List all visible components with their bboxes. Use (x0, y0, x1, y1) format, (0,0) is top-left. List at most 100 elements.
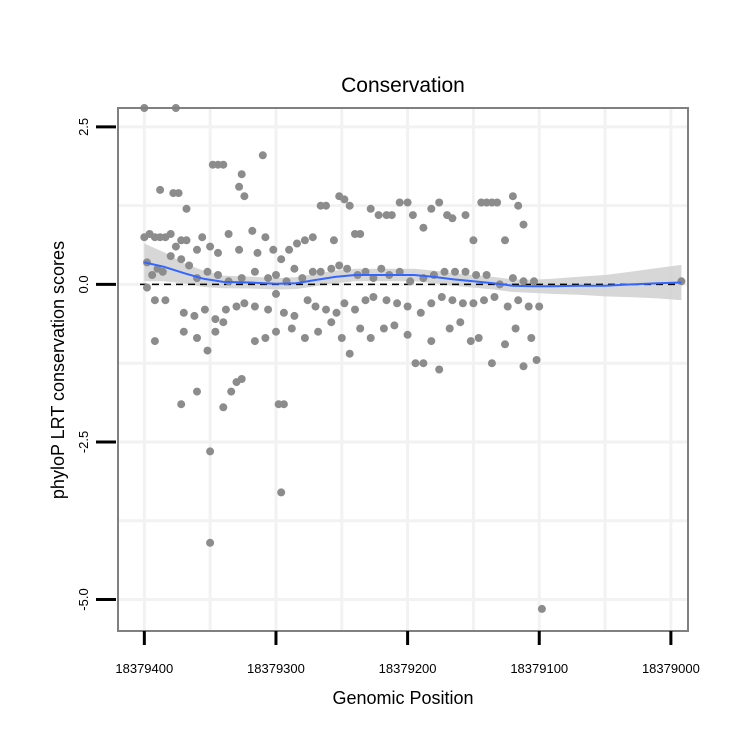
data-point (214, 248, 222, 257)
data-point (182, 204, 191, 213)
data-point (511, 324, 520, 333)
data-point (161, 296, 170, 305)
data-point (290, 264, 299, 273)
x-tick-label: 18379100 (510, 661, 568, 676)
plot-panel (117, 107, 689, 632)
data-point (387, 211, 396, 220)
data-point (419, 359, 428, 368)
data-point (227, 387, 236, 396)
data-point (340, 195, 349, 204)
data-point (677, 277, 686, 286)
data-point (308, 233, 317, 242)
data-point (448, 296, 457, 305)
y-axis: 2.5 0.0 -2.5 -5.0 (76, 118, 116, 611)
data-point (293, 239, 301, 248)
confidence-band (144, 243, 682, 301)
data-point (290, 311, 299, 320)
data-point (211, 315, 220, 324)
data-point (451, 267, 459, 276)
data-point (445, 324, 454, 333)
data-point (487, 359, 496, 368)
data-point (253, 248, 262, 257)
data-point (340, 299, 349, 308)
data-point (285, 245, 294, 254)
data-point (221, 305, 230, 314)
data-point (527, 334, 536, 342)
data-point (250, 337, 259, 346)
data-point (369, 274, 378, 283)
data-point (343, 264, 352, 273)
grid (118, 108, 688, 631)
data-point (395, 198, 404, 207)
data-point (472, 271, 481, 279)
data-point (514, 296, 523, 305)
data-point (258, 151, 267, 160)
data-point (277, 255, 286, 264)
data-point (361, 296, 370, 305)
x-tick-label: 18379200 (379, 661, 437, 676)
data-point (345, 201, 354, 210)
data-point (393, 299, 402, 308)
data-point (206, 447, 215, 456)
data-point (501, 340, 509, 349)
data-point (279, 400, 288, 409)
data-point (240, 192, 249, 201)
data-point (198, 233, 207, 242)
data-point (519, 220, 528, 229)
y-tick-label: 2.5 (76, 118, 91, 136)
data-point (327, 318, 336, 327)
data-point (403, 302, 412, 311)
data-point (361, 267, 370, 276)
data-point (193, 334, 201, 342)
data-point (427, 204, 436, 213)
data-point (327, 264, 336, 273)
data-point (269, 245, 278, 254)
data-point (203, 267, 212, 276)
data-point (356, 324, 365, 333)
data-point (150, 296, 159, 305)
data-point (456, 318, 465, 327)
data-point (322, 305, 330, 314)
data-point (214, 271, 222, 279)
data-point (171, 242, 180, 251)
data-point (332, 308, 341, 317)
data-point (190, 311, 199, 320)
data-point (200, 305, 209, 314)
data-point (311, 302, 320, 311)
data-point (508, 274, 517, 283)
data-point (461, 211, 470, 220)
data-point (535, 302, 544, 311)
data-point (345, 349, 354, 358)
data-point (272, 271, 280, 279)
data-point (524, 302, 533, 311)
data-point (177, 255, 186, 264)
data-point (261, 233, 270, 242)
data-point (316, 267, 325, 276)
data-point (232, 302, 241, 311)
data-point (490, 293, 499, 301)
data-point (303, 296, 312, 305)
data-point (395, 267, 404, 276)
data-point (427, 299, 436, 308)
data-point (416, 308, 425, 317)
data-point (185, 261, 194, 270)
data-point (374, 211, 383, 220)
data-point (519, 362, 528, 371)
data-point (264, 274, 273, 283)
data-point (237, 274, 246, 283)
data-point (174, 189, 183, 198)
data-point (237, 375, 246, 383)
data-point (203, 346, 212, 355)
data-point (474, 334, 483, 342)
data-point (440, 267, 449, 276)
data-point (519, 277, 528, 286)
data-point (314, 327, 323, 336)
data-point (250, 302, 259, 311)
data-point (337, 334, 346, 342)
data-point (166, 230, 175, 238)
data-point (206, 242, 215, 251)
data-point (277, 488, 286, 497)
data-point (240, 299, 249, 308)
data-point (300, 236, 309, 245)
